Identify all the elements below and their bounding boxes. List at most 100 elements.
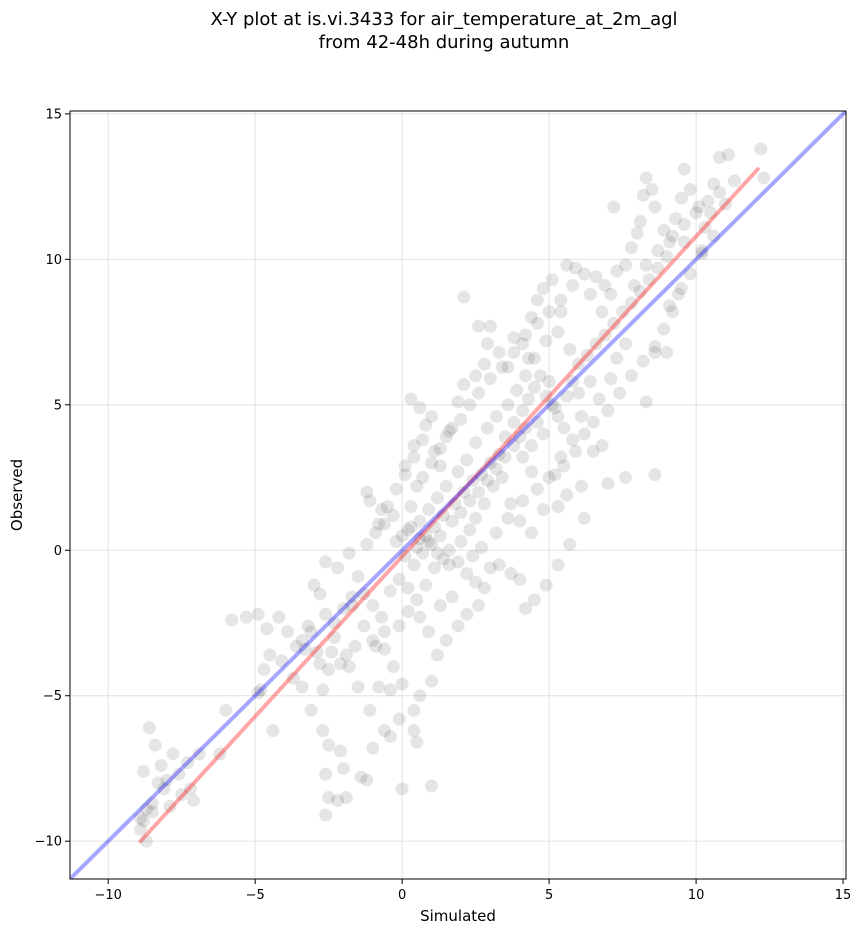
scatter-point (577, 267, 591, 281)
scatter-point (572, 386, 586, 400)
scatter-point (542, 305, 556, 319)
scatter-point (536, 427, 550, 441)
scatter-point (645, 183, 659, 197)
scatter-point (480, 337, 494, 351)
scatter-point (527, 380, 541, 394)
scatter-point (134, 823, 148, 837)
scatter-point (322, 663, 336, 677)
scatter-point (145, 796, 159, 810)
scatter-point (404, 392, 418, 406)
scatter-point (289, 639, 303, 653)
scatter-point (148, 738, 162, 752)
scatter-point (363, 703, 377, 717)
scatter-point (695, 247, 709, 261)
scatter-point (727, 174, 741, 188)
scatter-point (339, 648, 353, 662)
scatter-point (304, 625, 318, 639)
scatter-point (380, 500, 394, 514)
scatter-point (466, 549, 480, 563)
scatter-point (310, 645, 324, 659)
scatter-point (213, 747, 227, 761)
scatter-point (360, 485, 374, 499)
scatter-point (404, 500, 418, 514)
fit-line (138, 167, 760, 844)
scatter-point (483, 319, 497, 333)
scatter-point (507, 331, 521, 345)
scatter-point (601, 404, 615, 418)
scatter-point (592, 392, 606, 406)
scatter-point (275, 654, 289, 668)
scatter-point (545, 273, 559, 287)
scatter-point (530, 482, 544, 496)
scatter-point (569, 444, 583, 458)
scatter-point (551, 558, 565, 572)
scatter-point (507, 345, 521, 359)
scatter-point (639, 395, 653, 409)
scatter-point (139, 802, 153, 816)
scatter-point (533, 369, 547, 383)
scatter-point (642, 273, 656, 287)
scatter-point (704, 206, 718, 220)
scatter-point (554, 450, 568, 464)
scatter-point (136, 814, 150, 828)
scatter-point (560, 389, 574, 403)
scatter-point (560, 258, 574, 272)
scatter-point (342, 660, 356, 674)
scatter-point (669, 212, 683, 226)
scatter-point (319, 555, 333, 569)
scatter-point (401, 581, 415, 595)
scatter-point (313, 587, 327, 601)
scatter-point (486, 479, 500, 493)
scatter-point (154, 759, 168, 773)
scatter-point (425, 456, 439, 470)
scatter-point (172, 767, 186, 781)
scatter-point (589, 270, 603, 284)
scatter-point (516, 404, 530, 418)
scatter-point (530, 316, 544, 330)
scatter-point (530, 415, 544, 429)
scatter-point (560, 488, 574, 502)
scatter-point (407, 703, 421, 717)
scatter-point (313, 657, 327, 671)
x-tick-label: 0 (398, 888, 406, 903)
scatter-point (427, 520, 441, 534)
scatter-point (263, 648, 277, 662)
scatter-point (548, 401, 562, 415)
x-tick-label: 5 (545, 888, 553, 903)
scatter-point (519, 369, 533, 383)
scatter-point (472, 485, 486, 499)
scatter-point (295, 680, 309, 694)
scatter-point (483, 561, 497, 575)
scatter-point (519, 328, 533, 342)
scatter-point (477, 497, 491, 511)
scatter-point (548, 468, 562, 482)
scatter-point (460, 453, 474, 467)
scatter-point (542, 471, 556, 485)
scatter-point (583, 287, 597, 301)
scatter-point (527, 593, 541, 607)
scatter-point (142, 721, 156, 735)
plot-area (69, 110, 847, 880)
scatter-point (463, 494, 477, 508)
scatter-point (413, 401, 427, 415)
scatter-point (298, 642, 312, 656)
scatter-point (677, 217, 691, 231)
scatter-point (389, 535, 403, 549)
y-tick-label: −5 (43, 689, 62, 704)
scatter-point (322, 791, 336, 805)
scatter-point (595, 439, 609, 453)
scatter-point (501, 398, 515, 412)
scatter-point (516, 450, 530, 464)
scatter-point (448, 497, 462, 511)
scatter-point (451, 555, 465, 569)
y-tick-label: 15 (45, 107, 62, 122)
scatter-point (433, 599, 447, 613)
scatter-point (563, 343, 577, 357)
scatter-point (569, 261, 583, 275)
chart-title-line2: from 42-48h during autumn (319, 32, 570, 53)
scatter-point (619, 337, 633, 351)
scatter-point (422, 625, 436, 639)
scatter-point (648, 340, 662, 354)
scatter-point (574, 409, 588, 423)
scatter-point (339, 791, 353, 805)
